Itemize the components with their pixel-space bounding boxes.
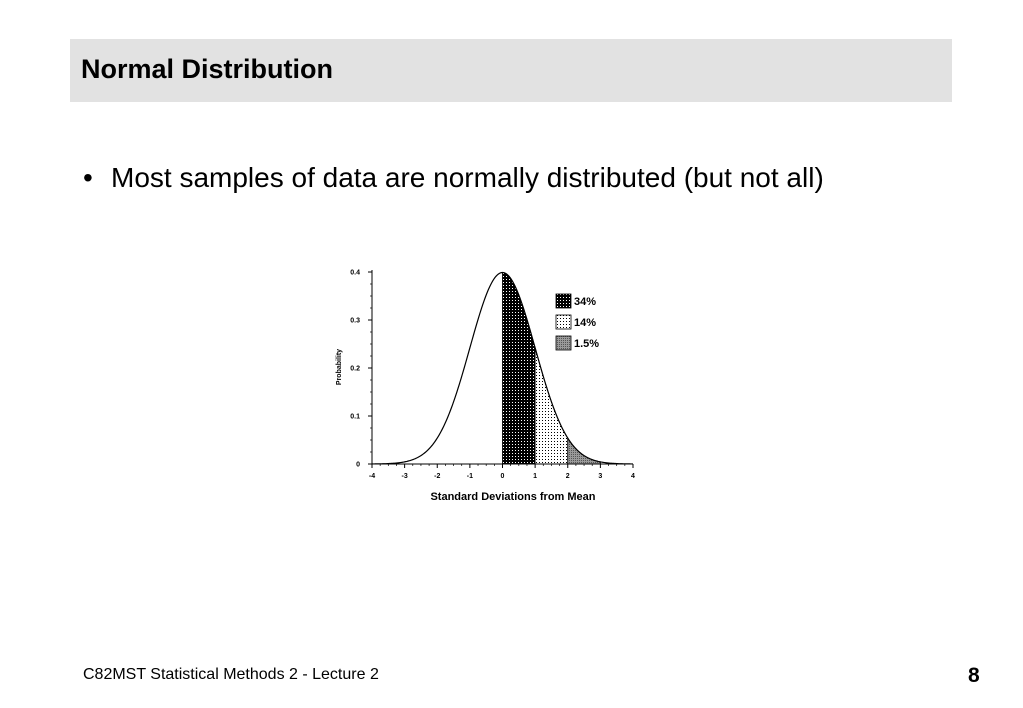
- chart-legend: 34% 14% 1.5%: [555, 293, 599, 351]
- y-tick-label: 0.1: [350, 414, 360, 421]
- legend-swatch: [555, 335, 572, 351]
- x-axis-title: Standard Deviations from Mean: [430, 491, 595, 503]
- x-tick-label: 1: [533, 473, 537, 480]
- slide-title: Normal Distribution: [81, 54, 334, 84]
- bullet-glyph: •: [83, 162, 93, 193]
- chart-axes: -4 -3 -2 -1 0 1 2 3 4 0 0.1 0.2 0.3 0.4: [350, 270, 635, 481]
- density-curve: [371, 271, 634, 465]
- legend-swatch: [555, 293, 572, 309]
- bullet-item: • Most samples of data are normally distr…: [83, 162, 824, 194]
- x-tick-label: 4: [631, 473, 635, 480]
- y-tick-label: 0: [356, 462, 360, 469]
- x-tick-label: -3: [402, 473, 408, 480]
- title-bar: Normal Distribution: [70, 39, 952, 102]
- x-tick-label: -1: [467, 473, 473, 480]
- region-1: [502, 272, 536, 465]
- bullet-text: Most samples of data are normally distri…: [111, 162, 824, 193]
- legend-label: 34%: [574, 296, 596, 308]
- x-tick-label: 3: [598, 473, 602, 480]
- normal-distribution-chart: -4 -3 -2 -1 0 1 2 3 4 0 0.1 0.2 0.3 0.4 34% 14% 1.5% St…: [336, 270, 635, 504]
- y-axis-title: Probability: [336, 349, 343, 385]
- y-tick-label: 0.3: [350, 318, 360, 325]
- x-tick-label: 0: [501, 473, 505, 480]
- x-tick-label: -4: [369, 473, 375, 480]
- y-tick-label: 0.4: [350, 270, 360, 277]
- footer-course: C82MST Statistical Methods 2 - Lecture 2: [83, 666, 379, 683]
- y-tick-label: 0.2: [350, 366, 360, 373]
- page-number: 8: [968, 664, 980, 687]
- legend-label: 14%: [574, 317, 596, 329]
- x-tick-label: 2: [566, 473, 570, 480]
- x-tick-label: -2: [434, 473, 440, 480]
- legend-label: 1.5%: [574, 338, 599, 350]
- legend-swatch: [555, 314, 572, 330]
